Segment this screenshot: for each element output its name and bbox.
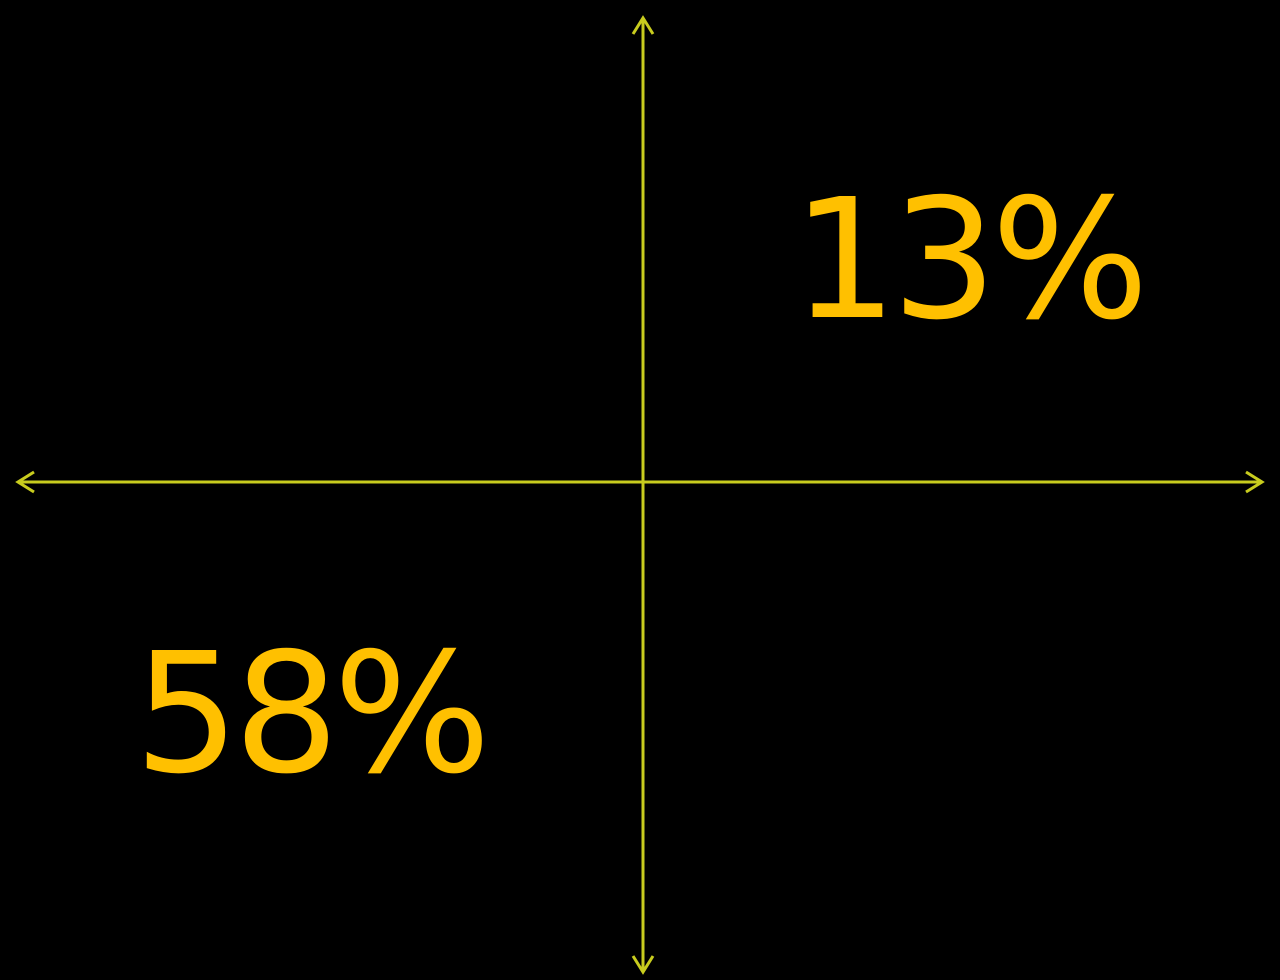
right-arrowhead-icon [1245, 470, 1265, 494]
upper-right-percentage: 13% [792, 164, 1149, 357]
down-arrowhead-icon [631, 955, 655, 975]
lower-left-percentage: 58% [134, 618, 491, 811]
up-arrowhead-icon [631, 15, 655, 35]
horizontal-axis [15, 470, 1265, 494]
vertical-axis [631, 15, 655, 975]
left-arrowhead-icon [15, 470, 35, 494]
